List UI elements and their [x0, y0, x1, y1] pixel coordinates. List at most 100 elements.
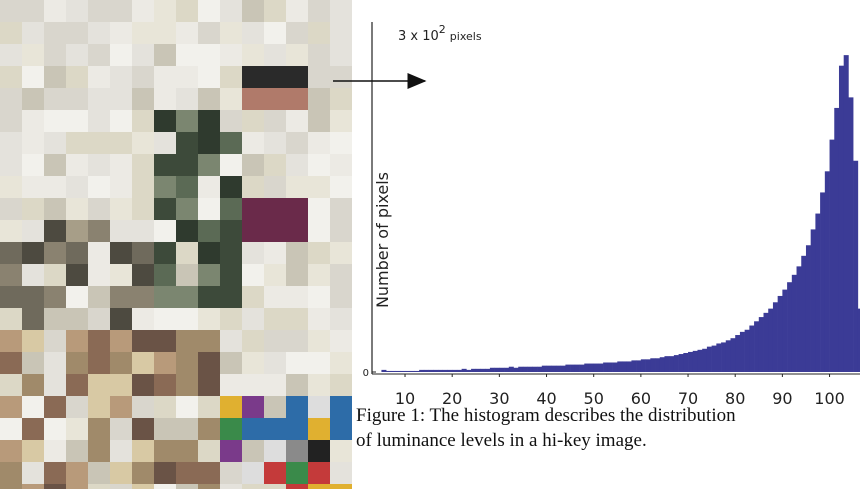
- photo-pixel: [308, 22, 330, 44]
- figure: Number of pixels 3 x 102pixels 102030405…: [0, 0, 860, 489]
- photo-pixel: [88, 198, 110, 220]
- photo-pixel: [330, 198, 352, 220]
- photo-pixel: [330, 374, 352, 396]
- photo-pixel: [66, 154, 88, 176]
- photo-pixel: [22, 198, 44, 220]
- histogram-bar: [594, 364, 599, 372]
- photo-pixel: [308, 220, 330, 242]
- photo-pixel: [44, 0, 66, 22]
- histogram-bar: [396, 371, 401, 372]
- histogram-bar: [622, 361, 627, 372]
- histogram-bar: [693, 351, 698, 372]
- photo-pixel: [154, 418, 176, 440]
- photo-pixel: [286, 110, 308, 132]
- photo-pixel: [66, 396, 88, 418]
- y-tick-label: 0: [363, 368, 369, 379]
- photo-pixel: [264, 0, 286, 22]
- photo-pixel: [220, 0, 242, 22]
- photo-pixel: [154, 330, 176, 352]
- photo-pixel: [44, 132, 66, 154]
- histogram-bar: [782, 290, 787, 372]
- photo-pixel: [22, 352, 44, 374]
- photo-pixel: [264, 44, 286, 66]
- photo-pixel: [330, 264, 352, 286]
- histogram-bar: [848, 97, 853, 372]
- histogram-bar: [759, 317, 764, 372]
- photo-pixel: [242, 462, 264, 484]
- histogram-bar: [613, 362, 618, 372]
- histogram-bar: [466, 370, 471, 372]
- photo-pixel: [286, 396, 308, 418]
- histogram-bar: [801, 256, 806, 372]
- photo-pixel: [198, 264, 220, 286]
- photo-pixel: [110, 198, 132, 220]
- photo-pixel: [176, 308, 198, 330]
- photo-pixel: [198, 352, 220, 374]
- photo-pixel: [176, 176, 198, 198]
- photo-pixel: [66, 176, 88, 198]
- histogram-bar: [655, 358, 660, 372]
- histogram-bar: [853, 161, 858, 372]
- scale-unit: pixels: [450, 30, 482, 43]
- photo-pixel: [242, 66, 264, 88]
- photo-pixel: [88, 0, 110, 22]
- photo-pixel: [66, 22, 88, 44]
- photo-pixel: [220, 242, 242, 264]
- histogram-bar: [797, 266, 802, 372]
- photo-pixel: [88, 396, 110, 418]
- photo-pixel: [220, 220, 242, 242]
- photo-pixel: [176, 22, 198, 44]
- histogram-bar: [792, 275, 797, 372]
- photo-pixel: [330, 396, 352, 418]
- photo-pixel: [264, 418, 286, 440]
- histogram-bar: [749, 326, 754, 372]
- photo-pixel: [110, 440, 132, 462]
- photo-pixel: [286, 66, 308, 88]
- photo-pixel: [242, 154, 264, 176]
- photo-pixel: [0, 242, 22, 264]
- photo-pixel: [330, 154, 352, 176]
- photo-pixel: [176, 66, 198, 88]
- histogram-bar: [405, 371, 410, 372]
- photo-pixel: [88, 484, 110, 489]
- photo-pixel: [44, 66, 66, 88]
- photo-pixel: [110, 176, 132, 198]
- photo-pixel: [22, 44, 44, 66]
- photo-pixel: [286, 330, 308, 352]
- photo-pixel: [176, 462, 198, 484]
- photo-pixel: [132, 220, 154, 242]
- photo-pixel: [330, 220, 352, 242]
- histogram-bar: [825, 171, 830, 372]
- photo-pixel: [198, 88, 220, 110]
- photo-pixel: [176, 198, 198, 220]
- histogram-bar: [697, 350, 702, 372]
- photo-pixel: [66, 330, 88, 352]
- photo-pixel: [220, 22, 242, 44]
- photo-pixel: [286, 352, 308, 374]
- photo-pixel: [132, 0, 154, 22]
- photo-pixel: [330, 330, 352, 352]
- histogram-bar: [811, 229, 816, 372]
- scale-base: 3 x 10: [398, 29, 439, 44]
- photo-pixel: [22, 396, 44, 418]
- histogram-bar: [608, 362, 613, 372]
- histogram-bar: [424, 370, 429, 372]
- photo-pixel: [44, 110, 66, 132]
- photo-pixel: [176, 352, 198, 374]
- photo-pixel: [264, 66, 286, 88]
- photo-pixel: [88, 418, 110, 440]
- photo-pixel: [286, 440, 308, 462]
- histogram-bar: [740, 332, 745, 372]
- photo-pixel: [88, 242, 110, 264]
- photo-pixel: [220, 374, 242, 396]
- photo-pixel: [22, 132, 44, 154]
- photo-pixel: [242, 330, 264, 352]
- photo-pixel: [242, 286, 264, 308]
- histogram-bar: [636, 360, 641, 372]
- photo-pixel: [242, 44, 264, 66]
- photo-pixel: [286, 286, 308, 308]
- photo-pixel: [44, 308, 66, 330]
- photo-pixel: [0, 418, 22, 440]
- photo-pixel: [132, 484, 154, 489]
- photo-pixel: [132, 242, 154, 264]
